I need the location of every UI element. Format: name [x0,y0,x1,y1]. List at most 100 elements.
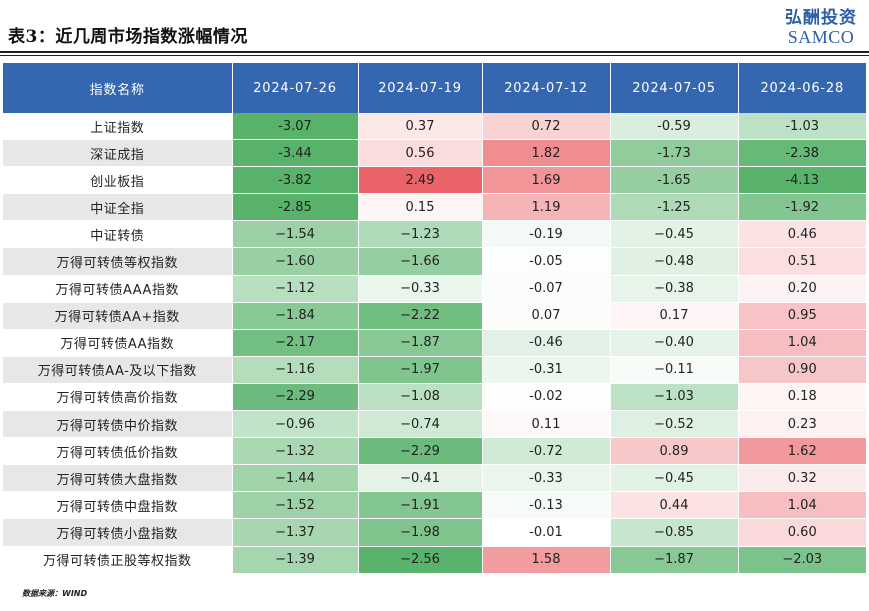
table-row: 万得可转债大盘指数 −1.44 −0.41 -0.33 −0.45 0.32 [3,465,866,492]
table-row: 创业板指 -3.82 2.49 1.69 -1.65 -4.13 [3,167,866,194]
return-value-cell: -1.65 [610,167,738,194]
return-value-cell: 0.89 [610,438,738,465]
index-name-cell: 万得可转债AA指数 [3,329,232,356]
logo-cn-text: 弘酬投资 [785,8,857,28]
return-value-cell: -0.13 [482,492,610,519]
return-value-cell: 0.60 [738,519,866,546]
index-name-cell: 万得可转债小盘指数 [3,519,232,546]
return-value-cell: −1.54 [232,221,358,248]
index-name-cell: 上证指数 [3,113,232,140]
return-value-cell: -4.13 [738,167,866,194]
return-value-cell: −0.45 [610,221,738,248]
table-row: 万得可转债AA指数 −2.17 −1.87 -0.46 −0.40 1.04 [3,329,866,356]
return-value-cell: 1.62 [738,438,866,465]
return-value-cell: −0.45 [610,465,738,492]
table-row: 万得可转债小盘指数 −1.37 −1.98 -0.01 −0.85 0.60 [3,519,866,546]
table-row: 万得可转债等权指数 −1.60 −1.66 -0.05 −0.48 0.51 [3,248,866,275]
return-value-cell: −1.44 [232,465,358,492]
return-value-cell: 0.44 [610,492,738,519]
column-header-date: 2024-07-05 [610,63,738,113]
return-value-cell: −1.32 [232,438,358,465]
return-value-cell: 0.37 [358,113,482,140]
return-value-cell: −1.39 [232,546,358,573]
title-divider-thin [0,55,869,56]
return-value-cell: -0.59 [610,113,738,140]
table-row: 万得可转债AA+指数 −1.84 −2.22 0.07 0.17 0.95 [3,302,866,329]
return-value-cell: -1.73 [610,140,738,167]
column-header-date: 2024-07-26 [232,63,358,113]
index-name-cell: 中证全指 [3,194,232,221]
return-value-cell: 0.46 [738,221,866,248]
index-name-cell: 万得可转债高价指数 [3,383,232,410]
return-value-cell: -2.85 [232,194,358,221]
return-value-cell: 0.18 [738,383,866,410]
return-value-cell: −2.17 [232,329,358,356]
table-row: 万得可转债AA-及以下指数 −1.16 −1.97 -0.31 −0.11 0.90 [3,356,866,383]
return-value-cell: −2.22 [358,302,482,329]
index-performance-table: 指数名称 2024-07-26 2024-07-19 2024-07-12 20… [3,63,866,574]
column-header-name: 指数名称 [3,63,232,113]
return-value-cell: 1.69 [482,167,610,194]
return-value-cell: −0.85 [610,519,738,546]
company-logo: 弘酬投资 SAMCO [785,8,857,46]
return-value-cell: 1.04 [738,492,866,519]
table-row: 万得可转债高价指数 −2.29 −1.08 -0.02 −1.03 0.18 [3,383,866,410]
table-row: 中证转债 −1.54 −1.23 -0.19 −0.45 0.46 [3,221,866,248]
return-value-cell: -0.19 [482,221,610,248]
return-value-cell: 0.32 [738,465,866,492]
return-value-cell: -0.46 [482,329,610,356]
return-value-cell: −0.40 [610,329,738,356]
return-value-cell: -0.05 [482,248,610,275]
index-name-cell: 万得可转债大盘指数 [3,465,232,492]
index-name-cell: 深证成指 [3,140,232,167]
return-value-cell: 0.90 [738,356,866,383]
return-value-cell: −1.91 [358,492,482,519]
column-header-date: 2024-06-28 [738,63,866,113]
return-value-cell: 0.56 [358,140,482,167]
index-name-cell: 万得可转债中价指数 [3,411,232,438]
index-name-cell: 创业板指 [3,167,232,194]
return-value-cell: −0.38 [610,275,738,302]
return-value-cell: 1.82 [482,140,610,167]
index-name-cell: 万得可转债AAA指数 [3,275,232,302]
return-value-cell: −1.66 [358,248,482,275]
return-value-cell: −1.03 [610,383,738,410]
return-value-cell: −1.08 [358,383,482,410]
return-value-cell: −1.98 [358,519,482,546]
index-name-cell: 万得可转债等权指数 [3,248,232,275]
table-row: 万得可转债中盘指数 −1.52 −1.91 -0.13 0.44 1.04 [3,492,866,519]
return-value-cell: −1.97 [358,356,482,383]
return-value-cell: −0.33 [358,275,482,302]
index-name-cell: 万得可转债中盘指数 [3,492,232,519]
return-value-cell: 1.19 [482,194,610,221]
logo-en-text: SAMCO [785,28,857,46]
return-value-cell: -0.31 [482,356,610,383]
table-row: 万得可转债低价指数 −1.32 −2.29 -0.72 0.89 1.62 [3,438,866,465]
return-value-cell: -3.82 [232,167,358,194]
index-name-cell: 万得可转债低价指数 [3,438,232,465]
return-value-cell: 0.72 [482,113,610,140]
table-row: 中证全指 -2.85 0.15 1.19 -1.25 -1.92 [3,194,866,221]
column-header-date: 2024-07-12 [482,63,610,113]
index-name-cell: 中证转债 [3,221,232,248]
return-value-cell: −0.11 [610,356,738,383]
return-value-cell: −2.29 [232,383,358,410]
table-row: 万得可转债中价指数 −0.96 −0.74 0.11 −0.52 0.23 [3,411,866,438]
return-value-cell: -0.02 [482,383,610,410]
title-divider [0,51,869,53]
return-value-cell: −1.84 [232,302,358,329]
return-value-cell: −1.16 [232,356,358,383]
return-value-cell: −1.52 [232,492,358,519]
return-value-cell: -1.92 [738,194,866,221]
index-name-cell: 万得可转债AA-及以下指数 [3,356,232,383]
return-value-cell: -2.38 [738,140,866,167]
return-value-cell: -0.01 [482,519,610,546]
table-header-row: 指数名称 2024-07-26 2024-07-19 2024-07-12 20… [3,63,866,113]
return-value-cell: -0.33 [482,465,610,492]
index-name-cell: 万得可转债正股等权指数 [3,546,232,573]
return-value-cell: 0.23 [738,411,866,438]
column-header-date: 2024-07-19 [358,63,482,113]
return-value-cell: 0.17 [610,302,738,329]
return-value-cell: 0.20 [738,275,866,302]
return-value-cell: -1.25 [610,194,738,221]
